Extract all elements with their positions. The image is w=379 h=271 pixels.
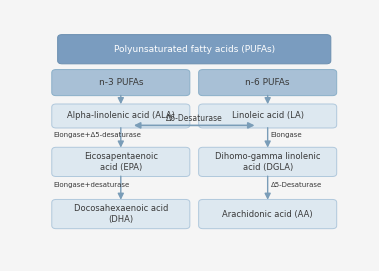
Text: Elongase: Elongase: [271, 132, 302, 138]
Text: Δ5-Desaturase: Δ5-Desaturase: [271, 182, 322, 188]
Text: Arachidonic acid (AA): Arachidonic acid (AA): [222, 209, 313, 219]
Text: Elongase+Δ5-desaturase: Elongase+Δ5-desaturase: [53, 132, 141, 138]
Text: Elongase+desaturase: Elongase+desaturase: [53, 182, 130, 188]
Text: n-6 PUFAs: n-6 PUFAs: [246, 78, 290, 87]
FancyBboxPatch shape: [52, 199, 190, 229]
FancyBboxPatch shape: [52, 70, 190, 96]
FancyBboxPatch shape: [52, 104, 190, 128]
FancyBboxPatch shape: [199, 70, 337, 96]
Text: Polyunsaturated fatty acids (PUFAs): Polyunsaturated fatty acids (PUFAs): [114, 45, 275, 54]
FancyBboxPatch shape: [199, 104, 337, 128]
Text: n-3 PUFAs: n-3 PUFAs: [99, 78, 143, 87]
Text: Eicosapentaenoic
acid (EPA): Eicosapentaenoic acid (EPA): [84, 152, 158, 172]
Text: Docosahexaenoic acid
(DHA): Docosahexaenoic acid (DHA): [74, 204, 168, 224]
FancyBboxPatch shape: [52, 147, 190, 176]
FancyBboxPatch shape: [199, 199, 337, 229]
Text: Dihomo-gamma linolenic
acid (DGLA): Dihomo-gamma linolenic acid (DGLA): [215, 152, 320, 172]
Text: Alpha-linolenic acid (ALA): Alpha-linolenic acid (ALA): [67, 111, 175, 121]
Text: Δ6-Desaturase: Δ6-Desaturase: [166, 114, 222, 123]
FancyBboxPatch shape: [199, 147, 337, 176]
Text: Linoleic acid (LA): Linoleic acid (LA): [232, 111, 304, 121]
FancyBboxPatch shape: [58, 35, 331, 64]
